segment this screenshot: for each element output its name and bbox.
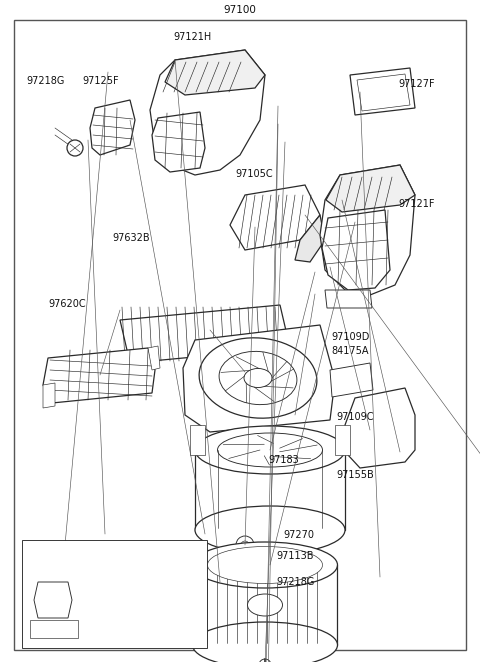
Ellipse shape [195, 506, 345, 554]
Circle shape [241, 541, 249, 549]
Ellipse shape [195, 426, 345, 474]
Polygon shape [90, 100, 135, 155]
Text: 97183: 97183 [269, 455, 300, 465]
Text: 97109D: 97109D [331, 332, 370, 342]
Text: 97100: 97100 [224, 5, 256, 15]
Polygon shape [34, 582, 72, 618]
Polygon shape [120, 305, 290, 363]
Text: 97270: 97270 [283, 530, 314, 540]
Text: 97121F: 97121F [398, 199, 435, 209]
Ellipse shape [199, 338, 317, 418]
Polygon shape [152, 112, 205, 172]
Polygon shape [325, 290, 372, 308]
Ellipse shape [244, 369, 272, 387]
Text: 97127F: 97127F [398, 79, 435, 89]
Text: 97176E: 97176E [106, 591, 143, 601]
Polygon shape [322, 210, 390, 290]
Text: 97125F: 97125F [83, 76, 119, 86]
Text: 97105C: 97105C [235, 169, 273, 179]
Ellipse shape [192, 542, 337, 588]
Text: 97113B: 97113B [276, 551, 313, 561]
Bar [30, 620, 78, 638]
Text: 97155B: 97155B [336, 470, 374, 480]
Bar [22, 540, 207, 648]
Polygon shape [230, 185, 320, 250]
Polygon shape [150, 50, 265, 175]
Circle shape [236, 536, 254, 554]
Polygon shape [357, 74, 410, 111]
Ellipse shape [219, 352, 297, 404]
Ellipse shape [248, 594, 283, 616]
Text: 84175A: 84175A [331, 346, 369, 355]
Text: 97632B: 97632B [113, 233, 150, 243]
Text: 97121H: 97121H [173, 32, 211, 42]
Polygon shape [43, 348, 155, 403]
Polygon shape [326, 165, 415, 212]
Polygon shape [335, 425, 350, 455]
Polygon shape [165, 50, 265, 95]
Text: 97109C: 97109C [336, 412, 373, 422]
Ellipse shape [192, 622, 337, 662]
Ellipse shape [207, 547, 323, 583]
Polygon shape [330, 363, 373, 397]
Polygon shape [345, 388, 415, 468]
Text: (W/FULL AUTO
 AIR CON): (W/FULL AUTO AIR CON) [36, 565, 101, 584]
Polygon shape [148, 346, 160, 370]
Circle shape [259, 659, 271, 662]
Ellipse shape [217, 433, 323, 467]
Circle shape [67, 140, 83, 156]
Text: 97218G: 97218G [26, 76, 65, 86]
Polygon shape [43, 383, 55, 408]
Polygon shape [183, 325, 335, 432]
Polygon shape [320, 165, 415, 295]
Polygon shape [295, 215, 325, 262]
Text: 97218G: 97218G [276, 577, 314, 587]
Polygon shape [350, 68, 415, 115]
Text: 97620C: 97620C [48, 299, 85, 309]
Polygon shape [190, 425, 205, 455]
